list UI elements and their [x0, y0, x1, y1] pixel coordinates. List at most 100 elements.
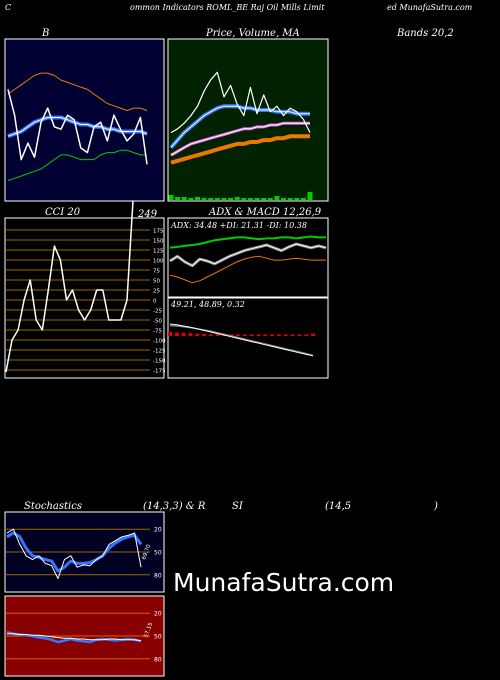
macd-histogram-bar — [256, 334, 261, 336]
macd-histogram-bar — [290, 334, 295, 336]
macd-histogram-bar — [168, 332, 172, 336]
cci-tick-label: -50 — [153, 319, 162, 325]
bollinger-background — [4, 38, 165, 202]
header-c: C — [5, 3, 12, 12]
volume-bar — [194, 197, 200, 200]
cci-tick-label: -150 — [153, 359, 166, 365]
macd-histogram-bar — [283, 334, 288, 336]
price-close-line — [170, 71, 311, 134]
macd-histogram-bar — [208, 334, 213, 336]
cci-tick-label: 150 — [153, 239, 164, 245]
volume-bar — [175, 197, 181, 200]
volume-bar — [201, 198, 207, 200]
cci-tick-label: -100 — [153, 339, 166, 345]
macd-background — [167, 297, 329, 379]
macd-histogram-bar — [249, 334, 254, 336]
stoch-panel: 80 50 20 69.70 — [4, 511, 165, 593]
volume-bar — [294, 198, 300, 200]
cci-tick-label: -125 — [153, 349, 166, 355]
rsi-panel: 80 50 20 57.15 — [4, 595, 165, 677]
macd-histogram-bar — [304, 334, 309, 336]
cci-panel: 175 150 125 100 75 50 25 0 -25 -50 -75 -100 -125 -150… — [4, 200, 166, 379]
stoch-chart: 80 50 20 69.70 — [4, 511, 165, 593]
price-ma-mid-core — [170, 122, 310, 156]
stoch-tick-label: 50 — [154, 550, 162, 557]
adx-background — [167, 217, 329, 298]
macd-histogram-bar — [215, 334, 220, 336]
volume-bar — [247, 198, 253, 200]
bollinger-upper-band — [7, 149, 147, 182]
adx-title: ADX & MACD 12,26,9 — [209, 207, 322, 218]
cci-background — [4, 217, 165, 379]
volume-bar — [234, 197, 240, 200]
stoch-k-line — [6, 528, 142, 580]
price-chart — [167, 38, 329, 202]
rsi-tick-label: 50 — [154, 634, 162, 641]
adx-panel: ADX: 34.48 +DI: 21.31 -DI: 10.38 — [167, 217, 329, 298]
volume-bar — [188, 198, 194, 200]
volume-bar — [287, 198, 293, 200]
cci-line — [5, 200, 134, 373]
macd-line — [169, 323, 314, 357]
macd-histogram-bar — [202, 334, 207, 336]
macd-readout: 49.21, 48.89, 0.32 — [171, 300, 245, 309]
header-site: ed MunafaSutra.com — [387, 3, 473, 12]
watermark: MunafaSutra.com — [173, 568, 395, 597]
macd-histogram-bar — [263, 334, 268, 336]
macd-histogram-bar — [174, 332, 179, 336]
macd-histogram-bar — [229, 334, 234, 336]
macd-panel: 49.21, 48.89, 0.32 — [167, 297, 329, 379]
minus-di-line — [169, 235, 326, 249]
cci-chart: 175 150 125 100 75 50 25 0 -25 -50 -75 -100 -125 -150… — [4, 200, 166, 379]
volume-bar — [281, 198, 287, 200]
cci-tick-label: 100 — [153, 259, 164, 265]
stoch-title-a: Stochastics — [24, 501, 82, 512]
adx-line — [169, 255, 326, 284]
cci-tick-label: -175 — [153, 369, 166, 375]
macd-histogram-bar — [195, 333, 200, 336]
volume-bar — [300, 198, 306, 200]
stoch-tick-label: 80 — [154, 572, 162, 579]
volume-bar — [274, 196, 280, 200]
cci-tick-label: 175 — [153, 229, 164, 235]
volume-bar — [307, 192, 313, 200]
rsi-value-label: 57.15 — [143, 621, 154, 638]
volume-bar — [267, 198, 273, 200]
header-title: ommon Indicators ROML_BE Raj Oil Mills L… — [130, 3, 325, 12]
macd-histogram-bar — [270, 334, 275, 336]
macd-chart — [167, 297, 329, 379]
macd-histogram-bar — [188, 333, 193, 336]
bollinger-panel — [4, 38, 165, 202]
macd-histogram-bar — [242, 334, 247, 336]
cci-tick-label: 75 — [153, 269, 160, 275]
macd-histogram-bar — [297, 334, 302, 336]
volume-bar — [168, 195, 174, 200]
rsi-line — [6, 630, 142, 644]
rsi-signal-line — [7, 633, 142, 642]
stoch-value-label: 69.70 — [141, 543, 152, 560]
cci-value-label: 249 — [138, 209, 158, 220]
stoch-title-c: SI — [232, 501, 243, 512]
macd-histogram-bar — [311, 333, 315, 336]
plus-di-line-core — [169, 243, 327, 267]
price-background — [167, 38, 329, 202]
cci-title: CCI 20 — [45, 207, 81, 218]
volume-bar — [208, 198, 214, 200]
cci-tick-label: 0 — [153, 299, 157, 305]
cci-tick-label: -75 — [153, 329, 162, 335]
bollinger-title: B — [42, 28, 50, 39]
bollinger-lower-band — [7, 72, 148, 111]
rsi-tick-label: 80 — [154, 656, 162, 663]
volume-bar — [241, 198, 247, 200]
volume-bar — [254, 198, 260, 200]
bollinger-middle-band-core — [7, 117, 148, 137]
price-title: Price, Volume, MA — [206, 28, 300, 39]
bands-title: Bands 20,2 — [397, 28, 454, 39]
adx-chart — [167, 217, 329, 298]
price-ma-long — [170, 134, 310, 165]
macd-histogram-bar — [236, 334, 241, 336]
cci-tick-label: 50 — [153, 279, 160, 285]
volume-bar — [221, 198, 227, 200]
stoch-title-b: (14,3,3) & R — [143, 501, 206, 512]
